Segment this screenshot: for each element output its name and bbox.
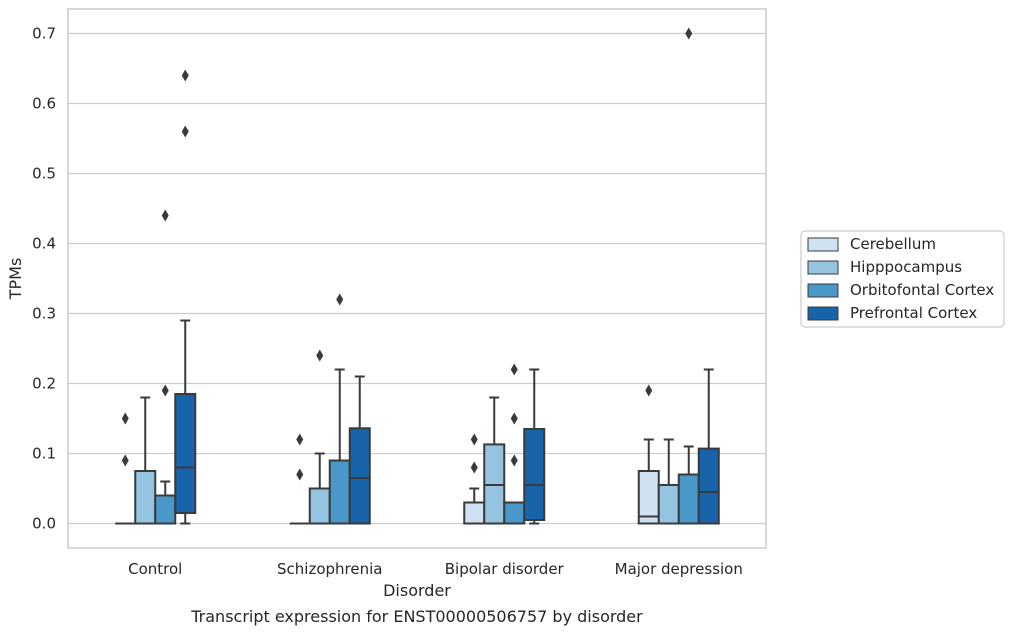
outlier-point: [121, 454, 129, 467]
outlier-point: [470, 461, 478, 474]
y-tick-labels: 0.0 0.1 0.2 0.3 0.4 0.5 0.6 0.7: [32, 25, 56, 533]
y-tick-label: 0.4: [32, 235, 56, 253]
y-tick-label: 0.3: [32, 305, 56, 323]
box: [154, 494, 177, 525]
chart-caption: Transcript expression for ENST0000050675…: [190, 607, 643, 626]
box-plot: [289, 433, 310, 525]
y-tick-label: 0.6: [32, 95, 56, 113]
legend-label: Orbitofontal Cortex: [850, 281, 994, 299]
outlier-point: [470, 433, 478, 446]
outlier-point: [181, 69, 189, 82]
outlier-point: [510, 454, 518, 467]
plot-frame: [67, 8, 767, 549]
y-tick-label: 0.2: [32, 375, 56, 393]
legend-label: Hipppocampus: [850, 258, 962, 276]
x-tick-label: Schizophrenia: [277, 560, 382, 578]
x-tick-label: Bipolar disorder: [445, 560, 565, 578]
box-group: [637, 27, 720, 525]
legend: Cerebellum Hipppocampus Orbitofontal Corte…: [800, 230, 1005, 328]
box: [677, 473, 700, 525]
box-plot: [174, 69, 197, 525]
box: [463, 501, 486, 525]
box: [308, 487, 331, 525]
outlier-point: [296, 433, 304, 446]
box: [174, 393, 197, 514]
outlier-point: [510, 363, 518, 376]
box-plot: [523, 368, 546, 525]
outlier-point: [296, 468, 304, 481]
legend-swatch: [807, 237, 839, 252]
legend-item: Hipppocampus: [807, 258, 962, 276]
outlier-point: [316, 349, 324, 362]
legend-item: Cerebellum: [807, 235, 936, 253]
box: [697, 447, 720, 525]
y-tick-label: 0.7: [32, 25, 56, 43]
legend-item: Prefrontal Cortex: [807, 304, 977, 322]
outlier-point: [161, 209, 169, 222]
y-axis-label: TPMs: [6, 258, 25, 301]
x-axis-label: Disorder: [383, 581, 451, 600]
outlier-point: [161, 384, 169, 397]
x-tick-label: Major depression: [615, 560, 743, 578]
box: [348, 427, 371, 525]
legend-swatch: [807, 306, 839, 321]
box-groups: [115, 27, 720, 525]
legend-frame: [800, 230, 1005, 328]
box: [523, 428, 546, 521]
x-tick-labels: Control Schizophrenia Bipolar disorder Majo…: [128, 560, 743, 578]
outlier-point: [181, 125, 189, 138]
box-plot: [483, 396, 506, 525]
box-group: [289, 293, 371, 525]
box-plot: [697, 368, 720, 525]
outlier-point: [510, 412, 518, 425]
outlier-point: [685, 27, 693, 40]
y-tick-label: 0.5: [32, 165, 56, 183]
outlier-point: [645, 384, 653, 397]
box-plot: [348, 375, 371, 525]
box: [328, 459, 351, 525]
legend-swatch: [807, 283, 839, 298]
box-plot: [637, 384, 660, 525]
box: [503, 501, 526, 525]
box-plot: [115, 412, 136, 525]
y-tick-label: 0.1: [32, 445, 56, 463]
box-plot: [134, 396, 157, 525]
x-tick-label: Control: [128, 560, 182, 578]
outlier-point: [336, 293, 344, 306]
box: [483, 443, 506, 525]
outlier-point: [121, 412, 129, 425]
legend-label: Cerebellum: [850, 235, 936, 253]
box-group: [463, 363, 546, 525]
legend-label: Prefrontal Cortex: [850, 304, 977, 322]
box: [657, 484, 680, 525]
legend-item: Orbitofontal Cortex: [807, 281, 994, 299]
y-tick-label: 0.0: [32, 515, 56, 533]
legend-swatch: [807, 260, 839, 275]
box: [134, 470, 157, 525]
box-group: [115, 69, 197, 525]
